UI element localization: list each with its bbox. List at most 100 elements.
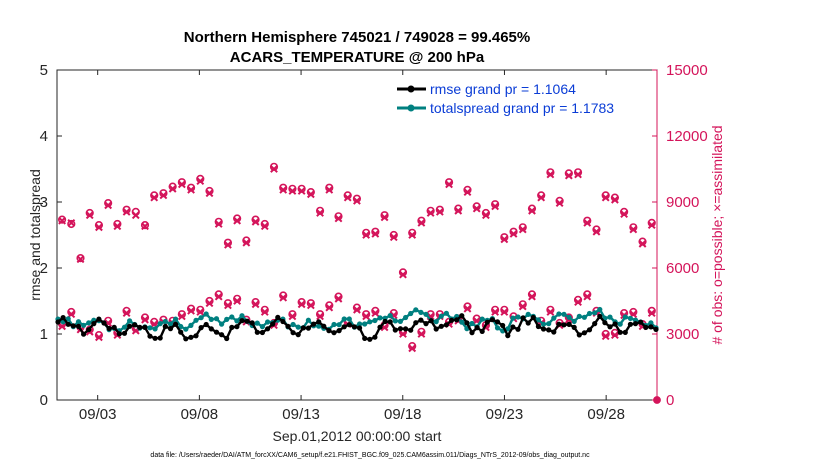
right-tick-label: 15000 [666, 62, 708, 79]
obs-possible-marker [67, 219, 76, 229]
rmse-marker [331, 330, 337, 336]
totalspread-marker [265, 319, 271, 325]
obs-assimilated-marker [67, 218, 76, 227]
obs-assimilated-marker [233, 216, 242, 225]
rmse-marker [382, 318, 388, 325]
rmse-marker [500, 322, 506, 329]
obs-assimilated-marker [353, 196, 361, 205]
rmse-marker [540, 326, 547, 332]
totalspread-marker [254, 320, 260, 326]
rmse-marker [346, 322, 352, 328]
totalspread-marker [566, 314, 572, 320]
obs-assimilated-marker [279, 293, 288, 302]
totalspread-marker [81, 322, 87, 328]
totalspread-marker [162, 318, 168, 325]
obs-assimilated-marker [638, 239, 647, 248]
totalspread-marker [622, 314, 628, 320]
obs-assimilated-marker [67, 310, 76, 319]
obs-assimilated-marker [417, 330, 426, 338]
obs-assimilated-marker [537, 193, 546, 202]
obs-possible-marker [76, 254, 85, 263]
obs-assimilated-marker [463, 188, 472, 197]
obs-assimilated-marker [214, 220, 223, 228]
rmse-marker [70, 323, 76, 329]
obs-assimilated-marker [242, 238, 251, 247]
totalspread-marker [561, 311, 567, 317]
left-tick-label: 3 [40, 194, 48, 211]
obs-assimilated-marker [316, 312, 324, 321]
totalspread-marker [433, 319, 439, 325]
x-tick-label: 09/08 [181, 406, 219, 423]
rmse-marker [556, 321, 562, 327]
totalspread-marker [586, 310, 593, 317]
left-tick-label: 5 [40, 62, 48, 79]
obs-assimilated-marker [95, 333, 103, 342]
totalspread-marker [494, 325, 501, 331]
rmse-marker [397, 326, 403, 332]
right-tick-label: 6000 [666, 260, 699, 277]
rmse-marker [387, 319, 393, 325]
obs-assimilated-marker [362, 231, 371, 239]
totalspread-marker [203, 311, 209, 317]
totalspread-marker [173, 316, 179, 322]
totalspread-marker [367, 319, 373, 325]
rmse-marker [403, 326, 409, 332]
rmse-marker [423, 321, 429, 327]
rmse-marker [443, 322, 449, 328]
obs-assimilated-marker [187, 185, 195, 194]
totalspread-marker [408, 310, 414, 317]
rmse-marker [121, 330, 128, 336]
totalspread-marker [295, 324, 301, 330]
totalspread-marker [229, 314, 235, 320]
totalspread-marker [387, 313, 393, 319]
legend-spread: totalspread grand pr = 1.1783 [397, 100, 614, 116]
rmse-marker [183, 336, 189, 342]
obs-assimilated-marker [334, 294, 343, 303]
obs-assimilated-marker [205, 189, 214, 198]
obs-assimilated-marker [463, 304, 472, 313]
obs-assimilated-marker [371, 229, 380, 238]
obs-assimilated-marker [500, 308, 509, 316]
obs-assimilated-marker [491, 308, 500, 316]
obs-assimilated-marker [260, 308, 269, 316]
axis-ticks: 0 1 2 3 4 5 0 3000 6000 9000 12000 15000 09/03 09/08 0… [40, 62, 708, 423]
obs-assimilated-marker [131, 211, 140, 220]
rmse-marker [648, 324, 654, 330]
obs-assimilated-marker [518, 225, 527, 234]
totalspread-marker [397, 318, 403, 324]
x-tick-label: 09/18 [384, 406, 422, 423]
obs-assimilated-marker [647, 309, 656, 318]
rmse-marker [418, 317, 424, 323]
rmse-marker [208, 326, 214, 332]
rmse-marker [627, 321, 634, 327]
rmse-marker [377, 324, 383, 330]
rmse-marker [142, 324, 148, 330]
obs-assimilated-marker [546, 170, 555, 179]
obs-assimilated-marker [574, 298, 582, 307]
obs-assimilated-marker [306, 190, 315, 199]
rmse-marker [290, 330, 296, 336]
totalspread-marker [372, 317, 378, 324]
rmse-marker [484, 319, 490, 325]
right-tick-label: 3000 [666, 326, 699, 343]
rmse-marker [285, 323, 291, 329]
rmse-marker [643, 324, 649, 330]
totalspread-marker [86, 320, 92, 326]
rmse-marker [55, 319, 61, 325]
totalspread-marker [540, 321, 547, 327]
plot-area [56, 69, 658, 401]
rmse-marker [229, 324, 235, 330]
obs-assimilated-marker [168, 184, 177, 193]
rmse-marker [602, 320, 608, 326]
rmse-marker [617, 329, 623, 335]
obs-assimilated-marker [362, 312, 371, 321]
obs-assimilated-marker [610, 331, 619, 340]
rmse-marker [489, 317, 495, 323]
obs-assimilated-marker [601, 332, 610, 341]
totalspread-marker [336, 322, 342, 328]
totalspread-marker [627, 315, 634, 321]
chart-title: Northern Hemisphere 745021 / 749028 = 99… [184, 29, 530, 46]
rmse-marker [162, 323, 168, 330]
rmse-marker [505, 333, 511, 339]
